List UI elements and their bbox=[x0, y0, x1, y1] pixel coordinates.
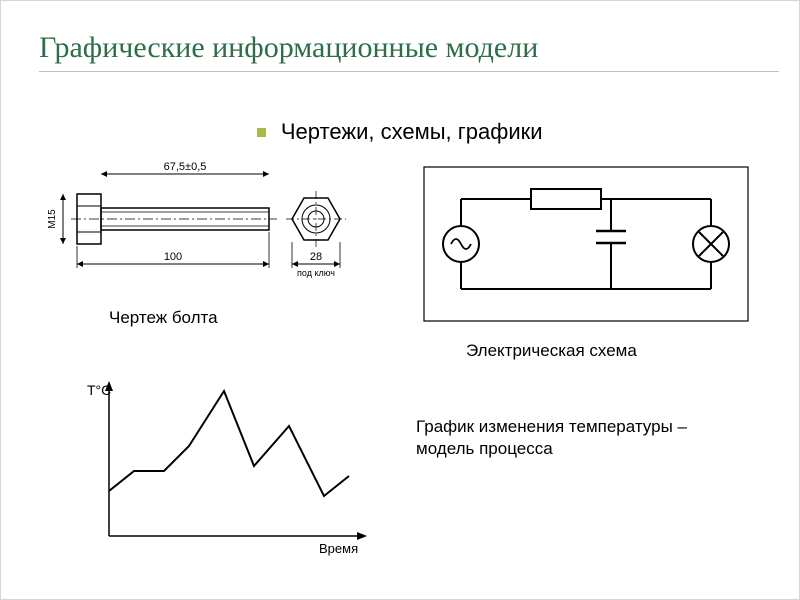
circuit-schematic bbox=[416, 159, 756, 329]
bolt-drawing: 67,5±0,5 М15 100 bbox=[41, 156, 361, 316]
bolt-dim-width: 28 bbox=[310, 251, 322, 263]
title-wrap: Графические информационные модели bbox=[39, 31, 779, 72]
chart-line bbox=[109, 391, 349, 496]
bolt-dim-left: М15 bbox=[47, 209, 58, 229]
bolt-dim-sub: под ключ bbox=[297, 268, 335, 278]
slide: Графические информационные модели Чертеж… bbox=[0, 0, 800, 600]
bolt-dim-bottom: 100 bbox=[164, 251, 182, 263]
bolt-caption: Чертеж болта bbox=[109, 308, 218, 328]
subtitle-row: Чертежи, схемы, графики bbox=[1, 119, 799, 145]
page-title: Графические информационные модели bbox=[39, 31, 779, 72]
bullet-icon bbox=[257, 128, 266, 137]
bolt-dim-top: 67,5±0,5 bbox=[164, 161, 207, 173]
temperature-chart: Т°С Время bbox=[71, 371, 381, 571]
chart-ylabel: Т°С bbox=[87, 382, 111, 398]
circuit-caption: Электрическая схема bbox=[466, 341, 637, 361]
tempchart-caption: График изменения температуры – модель пр… bbox=[416, 416, 746, 460]
subtitle: Чертежи, схемы, графики bbox=[281, 119, 543, 144]
chart-xlabel: Время bbox=[319, 541, 358, 556]
